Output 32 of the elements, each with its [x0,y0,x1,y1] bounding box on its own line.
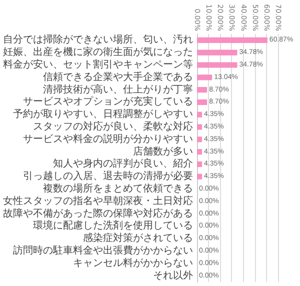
y-tick-label: 妊娠、出産を機に家の衛生面が気になった [3,46,193,58]
y-tick-label: 店舗数が多い [133,145,193,158]
y-tick-label: 環境に配慮した洗剤を使用している [33,220,193,232]
y-tick-label: 料金が安い、セット割引やキャンペーン等 [3,58,193,70]
bar [197,62,238,68]
y-tick-label: サービスやオプションが充実している [23,96,193,108]
y-tick-label: 信頼できる企業や大手企業である [43,70,193,83]
y-tick-label: それ以外 [153,269,193,282]
bar [197,50,238,56]
y-tick-label: 清掃技術が高い、仕上がりが丁寧 [43,83,193,96]
bar [197,74,212,80]
bar [197,112,202,118]
bar [197,99,208,105]
bar [197,136,202,142]
y-tick-label: 予約が取りやすい、日程調整がしやすい [13,108,193,120]
bar [197,124,202,130]
y-tick-label: 知人や身内の評判が良い、紹介 [53,158,193,170]
y-tick-label: 引っ越しの入居、退去時の清掃が必要 [23,170,193,182]
bar [197,37,268,43]
y-tick-label: 感染症対策がされている [83,232,193,244]
y-tick-label: キャンセル料がかからない [73,256,193,269]
bar [197,161,202,167]
y-tick-label: スタッフの対応が良い、柔軟な対応 [33,120,193,132]
bar [197,149,202,155]
y-tick-label: 女性スタッフの指名や早朝深夜・土日対応 [3,194,193,207]
y-tick-label: 複数の場所をまとめて依頼できる [43,182,193,194]
y-tick-label: サービスや料金の説明が分かりやすい [23,132,193,145]
y-tick-label: 故障や不備があった際の保障や対応がある [3,207,193,220]
y-tick-label: 訪問時の駐車料金や出張費がかからない [13,244,193,256]
bar [197,87,208,93]
y-tick-label: 自分では掃除ができない場所、匂い、汚れ [3,34,193,46]
bar [197,174,202,180]
